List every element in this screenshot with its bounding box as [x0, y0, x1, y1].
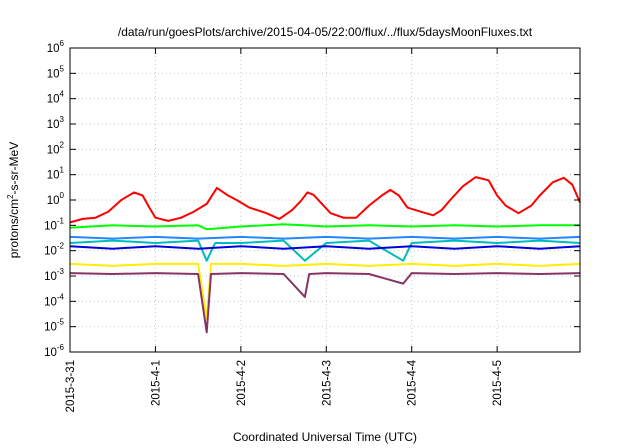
series-group [69, 176, 581, 334]
y-tick-exp: 1 [60, 166, 65, 175]
series-line-1 [69, 223, 580, 231]
y-tick-base: 10 [44, 220, 57, 232]
y-tick-base: 10 [47, 170, 60, 182]
y-tick-exp: 5 [60, 64, 65, 73]
y-tick-exp: 2 [60, 140, 65, 149]
y-tick-label: 100 [47, 191, 65, 207]
series-line-4 [69, 245, 581, 250]
x-tick-label: 2015-3-31 [65, 360, 77, 412]
series-line-2 [69, 239, 581, 262]
y-tick-label: 104 [47, 90, 65, 106]
x-tick-label: 2015-4-3 [321, 360, 333, 406]
y-axis: 10-610-510-410-310-210-11001011021031041… [44, 39, 580, 359]
y-tick-label: 10-6 [44, 343, 64, 359]
y-tick-label: 10-5 [44, 318, 64, 334]
y-tick-label: 101 [47, 166, 65, 182]
x-tick-label: 2015-4-1 [150, 360, 162, 406]
y-tick-label: 10-2 [44, 242, 64, 258]
y-axis-label-suffix: -s-sr-MeV [7, 142, 21, 195]
y-tick-label: 10-3 [44, 267, 64, 283]
y-tick-base: 10 [47, 68, 60, 80]
x-tick-label: 2015-4-5 [492, 360, 504, 406]
y-tick-base: 10 [44, 322, 57, 334]
grid [69, 47, 580, 353]
y-tick-base: 10 [44, 246, 57, 258]
x-axis-label: Coordinated Universal Time (UTC) [233, 430, 417, 444]
y-tick-base: 10 [47, 144, 60, 156]
x-tick-label: 2015-4-2 [236, 360, 248, 406]
x-tick-label: 2015-4-4 [407, 359, 419, 406]
y-tick-exp: -5 [57, 318, 65, 327]
y-tick-base: 10 [44, 296, 57, 308]
chart-title: /data/run/goesPlots/archive/2015-04-05/2… [118, 25, 533, 39]
y-tick-base: 10 [44, 347, 57, 359]
series-line-3 [69, 235, 581, 240]
series-line-6 [69, 272, 581, 334]
y-tick-base: 10 [44, 271, 57, 283]
y-tick-label: 102 [47, 140, 65, 156]
y-tick-exp: -6 [57, 343, 65, 352]
y-tick-exp: -3 [57, 267, 65, 276]
y-tick-exp: 3 [60, 115, 65, 124]
y-tick-label: 10-4 [44, 292, 64, 308]
y-axis-label: protons/cm2-s-sr-MeV [6, 142, 21, 258]
y-tick-base: 10 [47, 43, 60, 55]
y-tick-exp: 4 [60, 90, 65, 99]
y-tick-exp: -4 [57, 292, 65, 301]
y-axis-label-prefix: protons/cm [7, 199, 21, 258]
y-tick-exp: 0 [60, 191, 65, 200]
y-tick-base: 10 [47, 195, 60, 207]
y-tick-base: 10 [47, 94, 60, 106]
y-tick-exp: -2 [57, 242, 65, 251]
series-line-5 [69, 262, 581, 320]
y-axis-label-exp: 2 [6, 194, 15, 199]
y-tick-label: 105 [47, 64, 65, 80]
y-tick-label: 106 [47, 39, 65, 55]
y-tick-label: 10-1 [44, 216, 64, 232]
series-line-0 [69, 176, 581, 224]
y-tick-label: 103 [47, 115, 65, 131]
x-axis: 2015-3-31 2015-4-1 2015-4-2 2015-4-3 2015-4-… [65, 48, 504, 412]
y-tick-base: 10 [47, 119, 60, 131]
y-tick-exp: -1 [57, 216, 65, 225]
y-tick-exp: 6 [60, 39, 65, 48]
